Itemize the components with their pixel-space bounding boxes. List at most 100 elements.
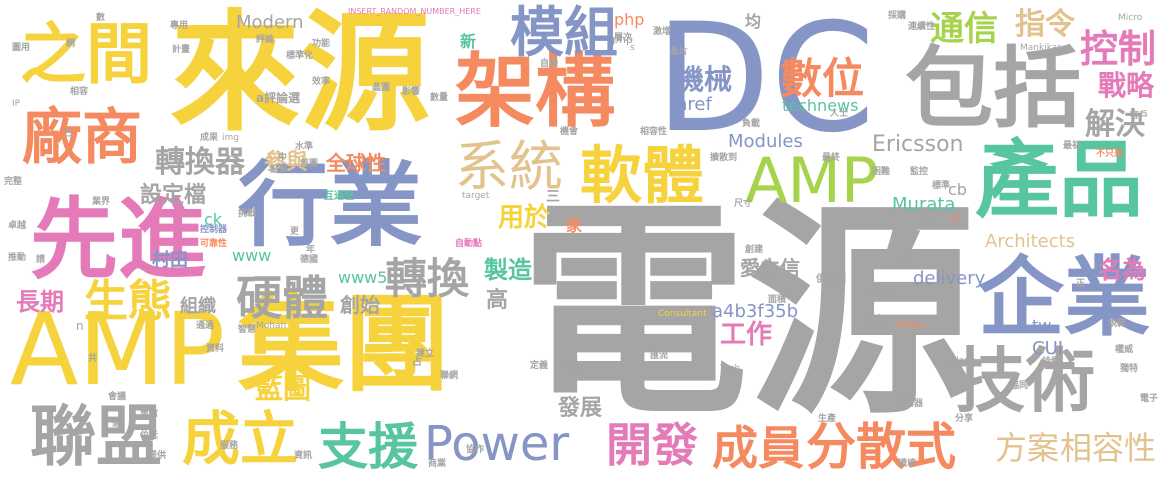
word-jiagou: 架構 [455, 45, 615, 138]
word-zhiling: 指令 [1015, 7, 1075, 42]
word-murata: Murata [892, 194, 956, 215]
word-jihui: 機會 [560, 127, 579, 137]
word-jituan: 集團 [238, 283, 450, 406]
word-jun: 均 [745, 12, 762, 31]
word-kaifa: 開發 [606, 418, 698, 472]
word-architects: Architects [985, 231, 1076, 252]
word-fensanshi: 分散式 [806, 418, 956, 476]
word-canyu: 參與 [264, 150, 309, 175]
word-dingyi: 定義 [530, 361, 549, 371]
word-ruanti: 軟體 [580, 139, 705, 212]
word-weiyuan: 位元 [140, 431, 159, 441]
word-xiangrong: 相容 [70, 87, 89, 97]
word-hutongxing: 互通性 [324, 191, 354, 202]
word-tuyong: 圖用 [12, 43, 31, 53]
word-s: s [630, 43, 635, 53]
word-power: Power [424, 416, 570, 472]
word-modern: Modern [236, 12, 304, 33]
word-tw: tw [1032, 316, 1052, 335]
word-lianwang: 聯網 [440, 371, 459, 381]
word-ac: AC [950, 214, 963, 224]
word-laiyuan: 來源 [170, 0, 431, 149]
word-ziliao: 資料 [206, 344, 225, 354]
word-dute: 獨特 [1120, 364, 1139, 374]
word-chengli: 成立 [182, 405, 299, 473]
word-cui: CUI [1032, 338, 1064, 359]
word-yejie: 業界 [92, 197, 111, 207]
word-nian: 年 [306, 245, 316, 255]
word-shoutu: 首圖 [300, 159, 319, 169]
word-tech: Tech [720, 364, 741, 374]
word-xianjin: 先進 [30, 188, 207, 291]
word-jizeng: 激增 [653, 27, 672, 37]
word-fangan: 方案 [995, 429, 1060, 467]
word-pmbus: PMBus [896, 321, 926, 331]
word-dianqi: 電氣 [566, 363, 585, 373]
word-xitong: 系統 [455, 135, 563, 198]
word-gao: 高 [486, 288, 509, 313]
word-jiankong: 監控 [910, 167, 929, 177]
word-amp-large: AMP [10, 291, 225, 408]
word-zhuanyong: 專用 [170, 21, 189, 31]
word-chuangshi: 創始 [340, 293, 380, 317]
word-modules: Modules [728, 131, 803, 152]
word-shuwei: 數位 [780, 54, 865, 103]
word-dc: DC [655, 0, 876, 166]
word-fenxiang: 分享 [955, 414, 974, 424]
word-ip: IP [12, 99, 21, 109]
word-kehu: 客戶 [1130, 111, 1149, 121]
word-zuichu: 最初 [1063, 141, 1082, 151]
word-huanjing: 環境 [898, 459, 917, 469]
word-qudongqi: 驅動器 [896, 399, 924, 409]
word-quanwei: 權威 [1115, 345, 1134, 355]
word-pinglun: 評論 [256, 35, 275, 45]
word-php-small: php [612, 33, 633, 46]
word-mohan: Mohan [256, 321, 287, 331]
word-amp-mid: AMP [745, 144, 879, 217]
word-img: img [222, 133, 239, 143]
word-yingxiang: 影響 [402, 87, 421, 97]
word-consultant: Consultant [658, 309, 707, 319]
word-shengchan: 生產 [818, 414, 837, 424]
word-tiaozhan: 挑戰 [238, 209, 257, 219]
word-dianxin: 電信 [140, 409, 159, 419]
word-xin: 新 [460, 32, 477, 51]
word-dianzi: 電子 [1140, 394, 1159, 404]
word-tuidong: 推動 [8, 253, 27, 263]
word-lianxuxing: 連續性 [908, 22, 936, 32]
word-tigong: 提供 [148, 451, 167, 461]
word-zhizao: 製造 [484, 256, 532, 284]
word-tongguo: 通過 [196, 321, 215, 331]
word-huiyi: 會議 [108, 392, 127, 402]
word-jixie: 機械 [676, 63, 733, 96]
word-zuizhong: 最終 [822, 153, 841, 163]
word-chengguo: 成果 [200, 133, 219, 143]
word-ericsson: Ericsson [872, 132, 964, 157]
word-chuangjian: 創建 [745, 245, 764, 255]
word-quanqiuxing: 全球性 [326, 151, 386, 175]
word-gong: 共 [88, 354, 98, 364]
word-jishu: 技術 [955, 340, 1095, 422]
word-zhijian: 之間 [20, 16, 152, 93]
word-jihua: 計畫 [172, 45, 191, 55]
word-cb: cb [948, 180, 967, 199]
word-caigou: 採購 [888, 11, 907, 21]
word-chanpin: 產品 [975, 131, 1144, 229]
word-kongzhi: 控制 [1080, 27, 1157, 71]
word-kuosandao: 擴散到 [710, 153, 738, 163]
word-n: n [76, 319, 84, 333]
word-zhuanhuan: 轉換 [385, 254, 470, 303]
word-gongneng: 功能 [312, 39, 331, 49]
word-biaozhunhua: 標準化 [286, 51, 314, 61]
word-href: href [676, 94, 712, 115]
word-tongxin: 通信 [930, 9, 998, 49]
word-blank: _blank [946, 356, 976, 366]
word-fazhan: 發展 [558, 396, 603, 421]
word-shengtai: 生態 [84, 276, 172, 327]
word-kongzhiqi: 控制器 [200, 225, 228, 235]
word-wanzheng: 完整 [4, 177, 23, 187]
word-zidong: 自動 [540, 59, 559, 69]
word-shedingdang: 設定檔 [140, 183, 207, 208]
word-san: 三 [546, 189, 560, 205]
